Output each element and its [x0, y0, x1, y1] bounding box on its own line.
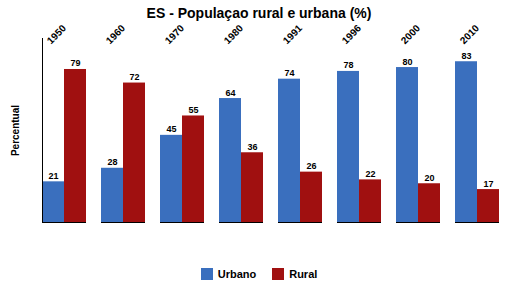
svg-text:83: 83 [461, 51, 471, 61]
svg-text:74: 74 [284, 68, 294, 78]
svg-text:1980: 1980 [222, 24, 246, 46]
html-text:Rural: Rural [289, 268, 318, 280]
svg-text:22: 22 [365, 169, 375, 179]
svg-text:78: 78 [343, 60, 353, 70]
svg-text:64: 64 [225, 88, 235, 98]
svg-text:28: 28 [107, 157, 117, 167]
svg-text:17: 17 [483, 179, 493, 189]
svg-text:1950: 1950 [45, 24, 69, 46]
html-text:ES - Populaçao rural e urbana: ES - Populaçao rural e urbana (%) [146, 5, 372, 21]
svg-text:80: 80 [402, 57, 412, 67]
svg-text:45: 45 [166, 124, 176, 134]
svg-text:36: 36 [247, 142, 257, 152]
svg-text:55: 55 [188, 105, 198, 115]
svg-text:21: 21 [48, 171, 58, 181]
svg-text:1960: 1960 [104, 24, 128, 46]
svg-text:79: 79 [70, 58, 80, 68]
svg-text:1970: 1970 [163, 24, 187, 46]
html-text:Urbano: Urbano [217, 268, 257, 280]
svg-text:1996: 1996 [340, 24, 364, 46]
svg-text:2000: 2000 [399, 24, 423, 46]
svg-text:72: 72 [129, 72, 139, 82]
svg-text:26: 26 [306, 161, 316, 171]
svg-text:1991: 1991 [281, 24, 305, 46]
svg-text:2010: 2010 [458, 24, 482, 46]
svg-text:Percentual: Percentual [10, 105, 21, 156]
svg-text:20: 20 [424, 173, 434, 183]
